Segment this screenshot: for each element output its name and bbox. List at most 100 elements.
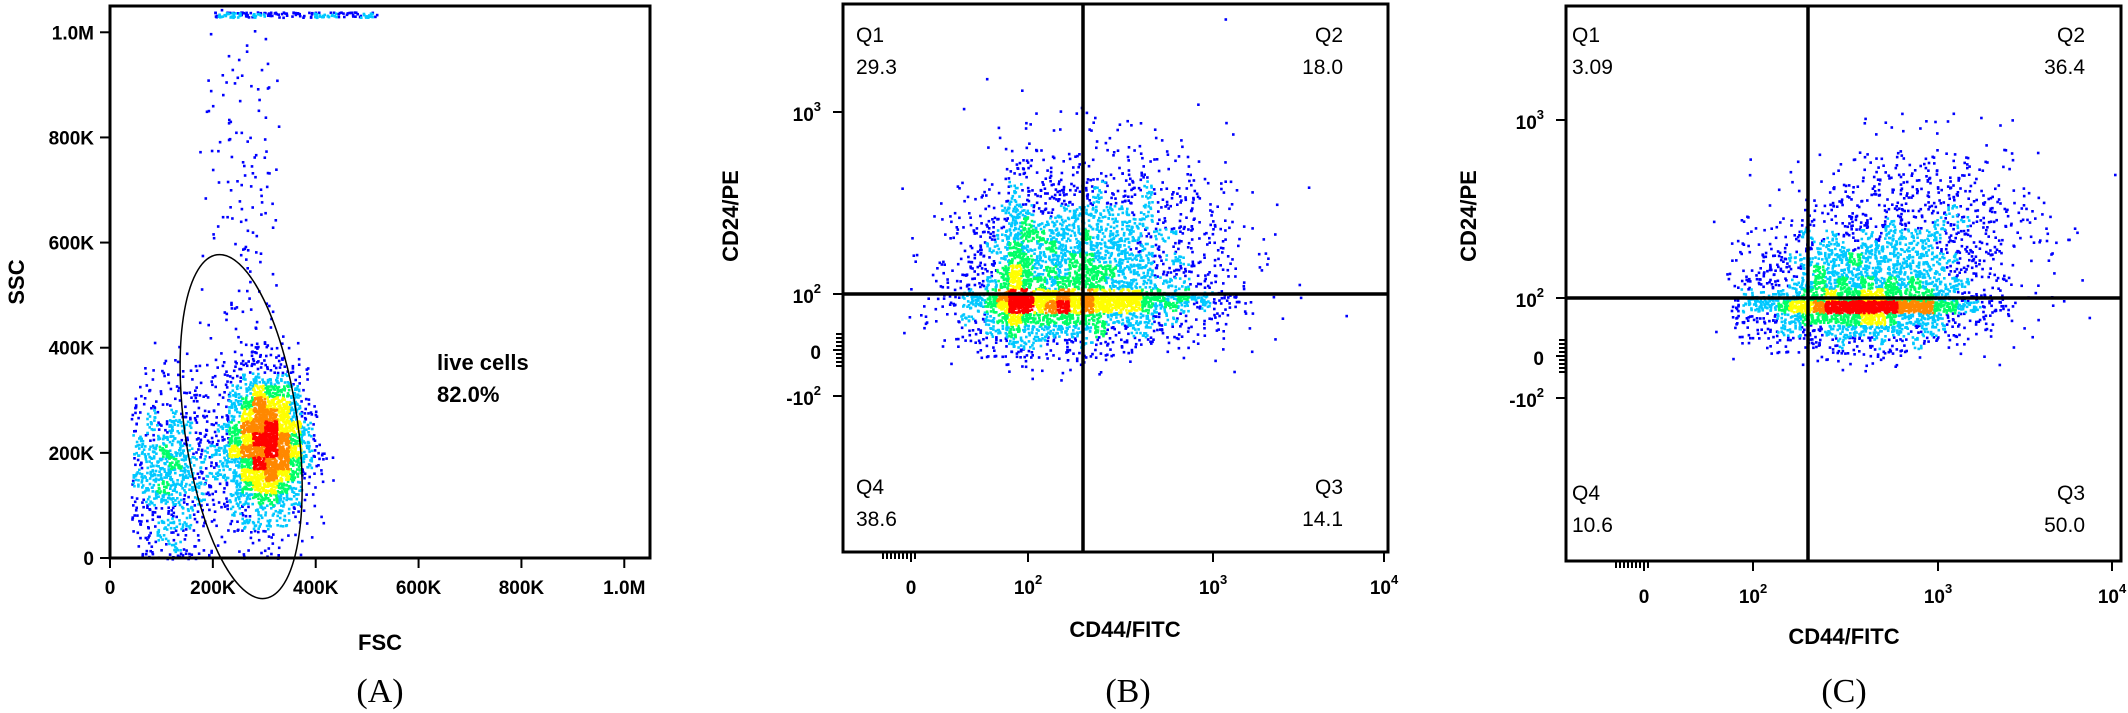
scatter-point-a <box>273 488 276 492</box>
scatter-point-a <box>289 438 293 441</box>
scatter-point-a <box>225 423 229 427</box>
scatter-point-a <box>196 510 200 513</box>
scatter-point-a <box>162 490 166 493</box>
scatter-point-b <box>1140 171 1143 175</box>
scatter-point-a <box>283 387 287 390</box>
scatter-point-a <box>250 479 254 482</box>
scatter-point-a <box>154 469 158 473</box>
scatter-point-a <box>240 512 244 515</box>
scatter-point-a <box>290 396 293 400</box>
scatter-point-b <box>1184 196 1187 199</box>
scatter-point-a <box>249 270 252 273</box>
scatter-point-a <box>242 412 245 416</box>
scatter-point-b <box>987 355 990 358</box>
scatter-point-a <box>275 413 278 417</box>
scatter-point-a <box>243 408 246 411</box>
scatter-point-a <box>179 469 183 472</box>
scatter-point-a <box>289 448 293 451</box>
scatter-point-b <box>1010 149 1014 153</box>
scatter-point-a <box>310 434 313 438</box>
scatter-point-b <box>959 257 963 261</box>
scatter-point-a <box>225 476 229 480</box>
scatter-point-a <box>266 497 270 500</box>
scatter-point-a <box>257 439 260 442</box>
panel-label-a: (A) <box>356 673 403 710</box>
scatter-point-a <box>261 403 264 406</box>
scatter-point-a <box>210 423 214 426</box>
scatter-point-a <box>292 443 296 446</box>
scatter-point-b <box>1127 169 1131 172</box>
scatter-point-a <box>281 500 285 503</box>
scatter-point-a <box>173 437 176 441</box>
scatter-point-a <box>258 474 262 478</box>
scatter-point-a <box>273 404 276 407</box>
scatter-point-a <box>157 530 160 534</box>
scatter-point-a <box>270 460 273 464</box>
scatter-point-a <box>144 445 147 448</box>
scatter-point-a <box>189 426 193 430</box>
scatter-point-a <box>275 378 278 382</box>
scatter-point-a <box>284 449 287 453</box>
scatter-point-a <box>258 443 261 447</box>
scatter-point-a <box>263 437 267 441</box>
scatter-point-a <box>296 388 299 391</box>
scatter-point-b <box>1188 179 1191 183</box>
scatter-point-a <box>292 434 295 437</box>
scatter-point-a <box>259 478 262 481</box>
scatter-point-a <box>170 442 174 446</box>
scatter-point-a <box>152 433 155 437</box>
scatter-point-a <box>154 477 158 481</box>
scatter-point-a <box>188 449 191 452</box>
scatter-point-b <box>961 181 964 185</box>
scatter-point-a <box>259 385 262 388</box>
scatter-point-b <box>974 319 977 323</box>
scatter-point-b <box>1034 193 1037 196</box>
y-axis-label-a: SSC <box>4 259 29 304</box>
scatter-point-a <box>224 459 227 462</box>
scatter-point-a <box>248 449 252 452</box>
scatter-point-a <box>289 473 292 476</box>
scatter-point-b <box>942 271 945 275</box>
scatter-point-a <box>259 260 262 264</box>
scatter-point-a <box>297 493 300 496</box>
scatter-point-a <box>208 553 211 557</box>
scatter-point-a <box>249 435 253 439</box>
scatter-point-b <box>1242 225 1246 228</box>
scatter-point-a <box>152 456 156 460</box>
scatter-point-b <box>1209 203 1212 206</box>
scatter-point-a <box>246 426 249 429</box>
scatter-point-a <box>206 446 209 450</box>
scatter-point-b <box>1157 248 1161 251</box>
scatter-point-a <box>267 547 271 550</box>
scatter-point-a <box>218 449 221 452</box>
scatter-point-a <box>160 500 163 504</box>
scatter-point-b <box>1171 325 1174 328</box>
scatter-point-a <box>211 383 214 387</box>
scatter-point-a <box>173 548 176 552</box>
scatter-point-a <box>266 424 270 427</box>
scatter-point-a <box>178 418 181 422</box>
scatter-point-b <box>1221 268 1225 271</box>
scatter-point-a <box>180 480 184 483</box>
scatter-point-b <box>1091 190 1094 193</box>
scatter-point-a <box>241 448 244 452</box>
scatter-point-a <box>282 435 286 439</box>
scatter-point-b <box>1036 194 1039 198</box>
scatter-point-b <box>949 301 953 305</box>
scatter-point-a <box>200 472 204 475</box>
scatter-point-a <box>162 448 166 452</box>
scatter-point-a <box>270 437 273 440</box>
scatter-point-b <box>1217 257 1220 261</box>
scatter-point-a <box>225 500 229 503</box>
scatter-point-a <box>246 289 249 293</box>
scatter-point-b <box>1181 232 1185 235</box>
scatter-point-a <box>265 524 269 528</box>
scatter-point-a <box>274 444 277 448</box>
scatter-point-a <box>245 443 248 447</box>
scatter-point-a <box>298 14 302 18</box>
scatter-point-b <box>1209 223 1212 227</box>
scatter-point-a <box>363 13 366 17</box>
scatter-point-a <box>218 13 221 17</box>
scatter-point-a <box>315 464 318 468</box>
scatter-point-a <box>159 474 163 477</box>
